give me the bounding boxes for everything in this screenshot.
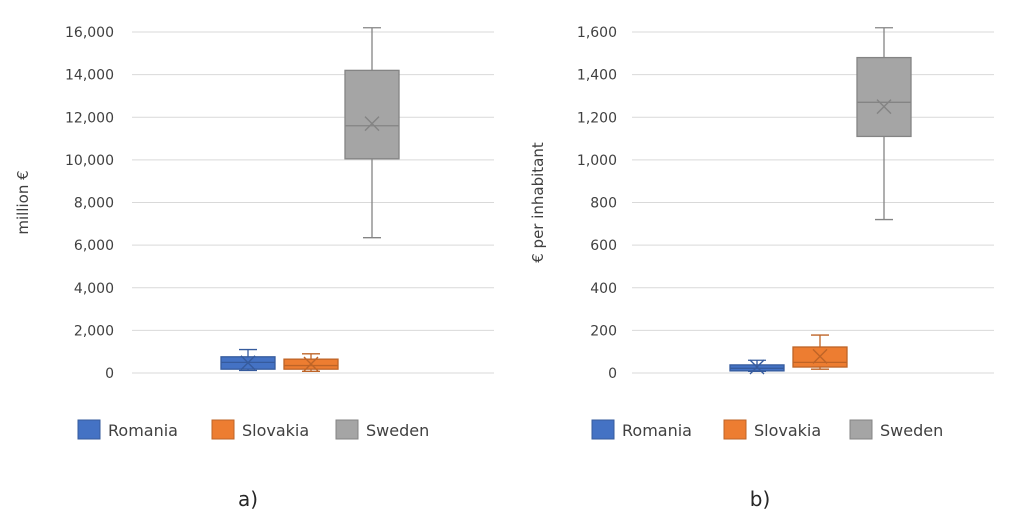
legend-label: Slovakia	[242, 421, 309, 440]
box-slovakia	[792, 334, 848, 370]
chart-panel-2: 0 200 400 600 800 1,000 1,200 1,400 1,600 € per i…	[529, 25, 994, 511]
y-tick-label: 1,600	[577, 25, 617, 41]
box-body	[344, 69, 400, 160]
mean-marker	[303, 356, 319, 372]
mean-marker	[876, 99, 892, 115]
y-tick-label: 200	[590, 323, 617, 339]
y-tick-label: 400	[590, 281, 617, 297]
mean-marker	[364, 116, 380, 132]
y-tick-label: 4,000	[74, 281, 114, 297]
box-body	[856, 56, 912, 138]
y-tick-label: 16,000	[65, 25, 114, 41]
y-tick-label: 0	[105, 366, 114, 382]
chart-panel-1: 0 2,000 4,000 6,000 8,000 10,000 12,000 14,000 1…	[14, 25, 494, 511]
legend-label: Sweden	[366, 421, 429, 440]
y-tick-label: 0	[608, 366, 617, 382]
legend-swatch	[335, 419, 359, 440]
mean-marker	[240, 355, 256, 371]
y-tick-label: 1,000	[577, 153, 617, 169]
legend-label: Romania	[622, 421, 692, 440]
legend-label: Sweden	[880, 421, 943, 440]
box-sweden	[344, 27, 400, 239]
mean-marker	[812, 348, 828, 364]
y-tick-label: 12,000	[65, 110, 114, 126]
box-sweden	[856, 27, 912, 221]
y-tick-label: 1,200	[577, 110, 617, 126]
y-axis-label: € per inhabitant	[529, 142, 547, 263]
y-tick-label: 600	[590, 238, 617, 254]
box-slovakia	[283, 353, 339, 372]
legend-swatch	[77, 419, 101, 440]
y-tick-label: 6,000	[74, 238, 114, 254]
legend-swatch	[849, 419, 873, 440]
y-tick-label: 14,000	[65, 68, 114, 84]
y-axis-label: million €	[14, 170, 32, 234]
y-tick-label: 10,000	[65, 153, 114, 169]
mean-marker	[749, 359, 765, 375]
y-tick-label: 800	[590, 196, 617, 212]
legend-swatch	[211, 419, 235, 440]
legend-swatch	[591, 419, 615, 440]
legend-label: Romania	[108, 421, 178, 440]
y-tick-label: 1,400	[577, 68, 617, 84]
panel-label: b)	[750, 487, 771, 511]
box-romania	[729, 359, 785, 375]
panel-label: a)	[238, 487, 258, 511]
legend-swatch	[723, 419, 747, 440]
box-romania	[220, 348, 276, 372]
y-tick-label: 2,000	[74, 323, 114, 339]
y-tick-label: 8,000	[74, 196, 114, 212]
legend-label: Slovakia	[754, 421, 821, 440]
